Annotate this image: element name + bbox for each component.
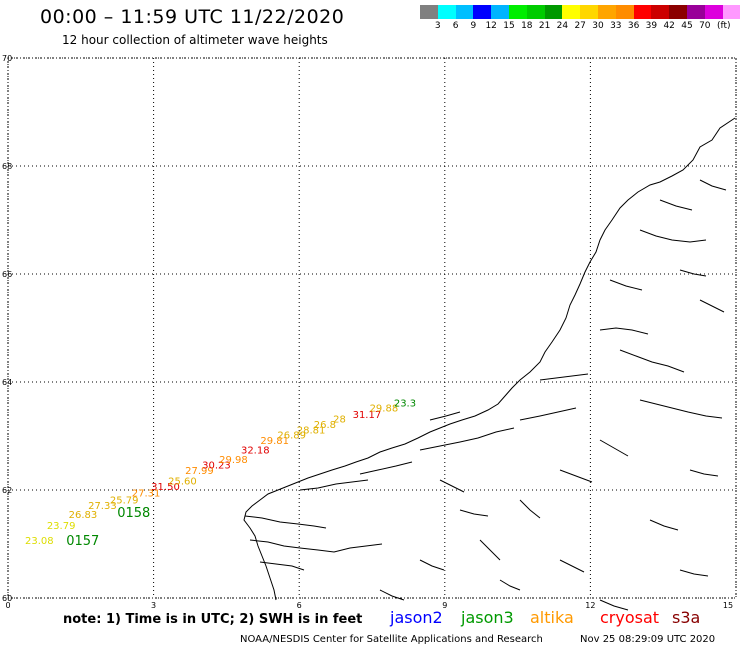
colorbar-label: 70 xyxy=(699,21,711,31)
wave-height-label: 25.60 xyxy=(168,477,197,488)
colorbar-label: 12 xyxy=(485,21,497,31)
colorbar-label: 42 xyxy=(663,21,675,31)
colorbar-swatch xyxy=(597,5,616,19)
wave-height-label: 27.99 xyxy=(185,466,214,477)
lon-tick-label: 15 xyxy=(723,601,733,610)
colorbar-labels: 3 6 9 12 15 18 21 24 27 30 33 36 39 42 45 70 xyxy=(420,21,740,33)
wave-height-label: 0157 xyxy=(66,534,99,549)
colorbar-swatch xyxy=(651,5,670,19)
satellite-legend-jason2: jason2 xyxy=(390,608,443,627)
colorbar-swatch xyxy=(580,5,598,19)
wave-height-label: 29.98 xyxy=(219,455,248,466)
satellite-legend-altika: altika xyxy=(530,608,574,627)
wave-height-label: 26.83 xyxy=(69,510,98,521)
footer-agency: NOAA/NESDIS Center for Satellite Applica… xyxy=(240,634,543,645)
colorbar-swatch xyxy=(437,5,456,19)
wave-height-label: 30.23 xyxy=(202,460,231,471)
colorbar-swatch xyxy=(455,5,474,19)
wave-height-label: 25.79 xyxy=(110,496,139,507)
colorbar-label: 9 xyxy=(470,21,477,31)
colorbar-swatch xyxy=(473,5,492,19)
colorbar-swatch xyxy=(420,5,438,19)
colorbar-label: 36 xyxy=(627,21,640,31)
colorbar-label: 6 xyxy=(452,21,459,31)
satellite-legend-s3a: s3a xyxy=(672,608,701,627)
wave-height-label: 26.89 xyxy=(277,431,306,442)
colorbar-swatch xyxy=(544,5,563,19)
wave-height-label: 29.81 xyxy=(260,436,289,447)
colorbar-swatch xyxy=(686,5,705,19)
map-subtitle: 12 hour collection of altimeter wave hei… xyxy=(62,33,328,47)
map-title: 00:00 – 11:59 UTC 11/22/2020 xyxy=(40,6,345,28)
wave-height-label: 29.88 xyxy=(370,404,399,415)
wave-height-label: 31.17 xyxy=(353,410,382,421)
colorbar-label: 21 xyxy=(538,21,551,31)
wave-height-label: 27.33 xyxy=(88,501,117,512)
colorbar-label: 39 xyxy=(645,21,658,31)
colorbar-swatch xyxy=(526,5,545,19)
lon-tick-label: 9 xyxy=(442,601,447,610)
legend-note: note: 1) Time is in UTC; 2) SWH is in fe… xyxy=(63,612,363,627)
colorbar-label: 27 xyxy=(574,21,586,31)
wave-height-label: 23.3 xyxy=(394,398,416,409)
colorbar-label: 18 xyxy=(521,21,533,31)
colorbar-swatch xyxy=(508,5,527,19)
lat-tick-label: 60 xyxy=(2,594,12,603)
lon-tick-label: 12 xyxy=(585,601,595,610)
colorbar-swatch xyxy=(722,5,740,19)
colorbar-unit: (ft) xyxy=(717,21,731,31)
colorbar-swatch xyxy=(633,5,652,19)
colorbar-label: 33 xyxy=(610,21,622,31)
colorbar-swatch xyxy=(669,5,687,19)
tick-labels: 70 68 66 64 62 600 3 6 9 12 15 xyxy=(2,54,733,610)
colorbar-label: 24 xyxy=(556,21,569,31)
map-grid xyxy=(7,57,737,599)
satellite-legend-cryosat: cryosat xyxy=(600,608,660,627)
lat-tick-label: 64 xyxy=(2,378,12,387)
footer-timestamp: Nov 25 08:29:09 UTC 2020 xyxy=(580,634,716,645)
colorbar-swatch xyxy=(704,5,723,19)
wave-height-label: 28.81 xyxy=(297,425,326,436)
wave-height-label: 0158 xyxy=(117,506,150,521)
colorbar-swatch xyxy=(615,5,634,19)
coastline xyxy=(243,117,736,611)
lat-tick-label: 70 xyxy=(2,54,12,63)
colorbar-label: 3 xyxy=(434,21,441,31)
colorbar-label: 15 xyxy=(503,21,515,31)
wave-height-label: 23.79 xyxy=(47,521,76,532)
colorbar-swatch xyxy=(491,5,509,19)
colorbar xyxy=(420,5,740,19)
lon-tick-label: 0 xyxy=(5,601,10,610)
lon-tick-label: 6 xyxy=(297,601,302,610)
wave-height-label: 23.08 xyxy=(25,536,54,547)
lat-tick-label: 68 xyxy=(2,162,12,171)
colorbar-label: 30 xyxy=(592,21,604,31)
colorbar-label: 45 xyxy=(681,21,693,31)
wave-height-label: 27.31 xyxy=(132,488,161,499)
colorbar-swatch xyxy=(562,5,581,19)
wave-height-label: 26.8 xyxy=(314,420,336,431)
lat-tick-label: 62 xyxy=(2,486,12,495)
satellite-legend-jason3: jason3 xyxy=(461,608,514,627)
lon-tick-label: 3 xyxy=(151,601,156,610)
wave-height-label: 32.18 xyxy=(241,445,270,456)
lat-tick-label: 66 xyxy=(2,270,12,279)
wave-height-label: 31.50 xyxy=(151,482,180,493)
wave-height-label: 28 xyxy=(333,415,346,426)
